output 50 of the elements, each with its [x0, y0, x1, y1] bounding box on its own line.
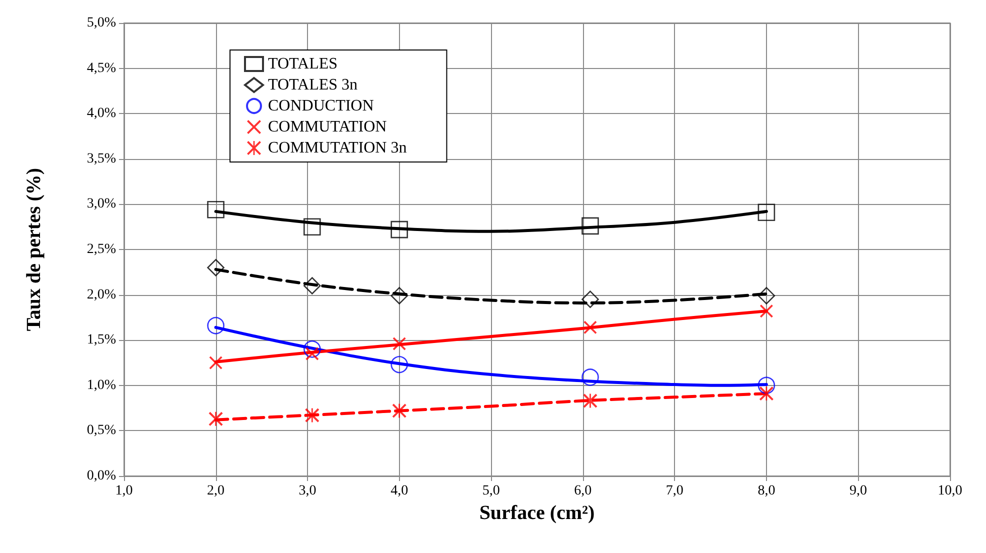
y-tick-label: 1,0%	[86, 378, 116, 393]
y-tick-label: 3,0%	[86, 196, 116, 212]
point	[758, 287, 776, 304]
point	[390, 220, 408, 238]
legend-label: CONDUCTION	[268, 98, 374, 114]
y-axis-title: Taux de pertes (%)	[23, 168, 45, 332]
y-tick-label: 2,0%	[86, 287, 116, 302]
point	[582, 368, 599, 386]
x-tick-label: 9,0	[849, 484, 867, 498]
y-tick-label: 4,0%	[86, 106, 116, 122]
point	[582, 290, 599, 308]
point	[303, 277, 321, 294]
point	[207, 258, 224, 276]
legend-label: TOTALES	[268, 56, 338, 72]
point	[760, 304, 773, 318]
point	[390, 287, 408, 304]
legend-label: TOTALES 3n	[268, 76, 358, 94]
x-tick-label: 2,0	[207, 484, 225, 498]
point	[305, 408, 320, 422]
point	[304, 340, 321, 358]
point	[207, 200, 224, 218]
x-tick-label: 1,0	[115, 484, 133, 498]
y-tick-label: 0,5%	[86, 423, 116, 438]
point	[759, 386, 774, 401]
x-tick-label: 5,0	[482, 484, 500, 498]
point	[758, 376, 776, 394]
x-axis-title: Surface (cm²)	[479, 502, 595, 524]
x-tick-label: 7,0	[666, 484, 684, 498]
legend-label: COMMUTATION	[268, 118, 388, 136]
y-tick-label: 0,0%	[86, 468, 116, 484]
point	[392, 337, 406, 350]
point	[303, 218, 321, 236]
point	[209, 356, 222, 370]
point	[582, 217, 599, 235]
y-tick-label: 2,5%	[86, 242, 116, 257]
point	[584, 320, 597, 334]
x-tick-label: 3,0	[298, 484, 316, 498]
y-tick-label: 3,5%	[86, 151, 116, 166]
x-tick-label: 10,0	[938, 484, 962, 498]
y-tick-label: 4,5%	[86, 60, 116, 76]
x-tick-label: 8,0	[758, 484, 776, 498]
legend-label: COMMUTATION 3n	[268, 140, 407, 156]
point	[390, 356, 408, 374]
x-tick-label: 4,0	[390, 484, 408, 498]
y-tick-label: 5,0%	[86, 16, 116, 30]
point	[758, 204, 776, 222]
y-tick-label: 1,5%	[86, 332, 116, 348]
x-tick-label: 6,0	[574, 484, 592, 498]
point	[208, 412, 223, 426]
point	[207, 316, 224, 334]
